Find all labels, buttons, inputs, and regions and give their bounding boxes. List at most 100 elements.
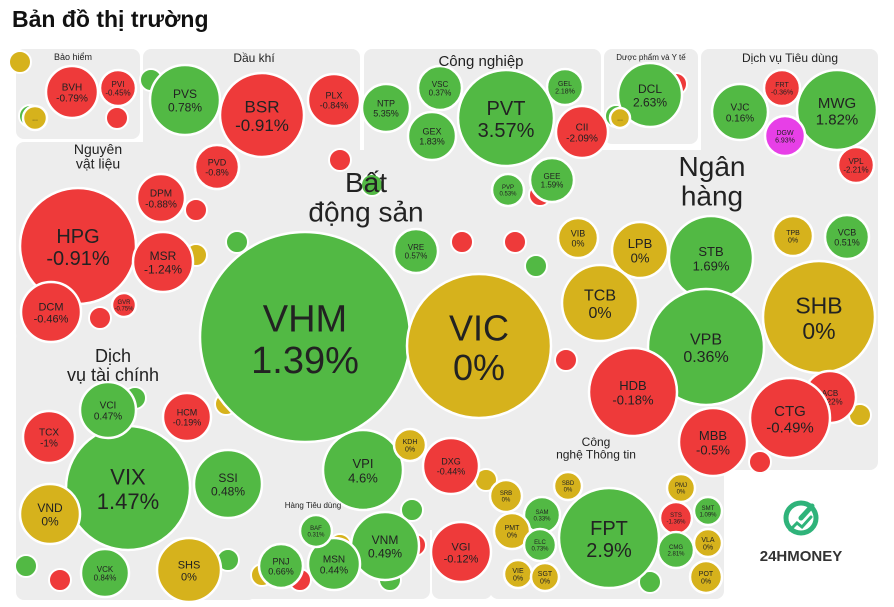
cell-hdb[interactable] xyxy=(587,346,679,438)
cell-msn[interactable] xyxy=(306,536,362,592)
cell-frt[interactable] xyxy=(762,68,802,108)
cell-vcb[interactable] xyxy=(823,213,871,261)
cell-bsr[interactable] xyxy=(218,71,306,159)
cell-kdh[interactable] xyxy=(392,427,428,463)
change-vpl: -2.21% xyxy=(843,166,868,175)
cell-fpt[interactable] xyxy=(557,486,661,590)
ticker-bsr: BSR xyxy=(245,97,280,116)
cell-ctg[interactable] xyxy=(748,376,832,460)
cell-lpb[interactable] xyxy=(610,220,670,280)
change-bsr: -0.91% xyxy=(235,116,289,135)
cell-vjc[interactable] xyxy=(710,82,770,142)
cell-gex[interactable] xyxy=(406,110,458,162)
change-vic: 0% xyxy=(453,347,505,388)
change-cii: -2.09% xyxy=(566,134,598,145)
change-dcl: 2.63% xyxy=(633,95,667,109)
ticker-vix: VIX xyxy=(110,465,146,490)
change-tcx: -1% xyxy=(40,439,58,450)
change-dxg: -0.44% xyxy=(437,467,466,477)
cell-plx[interactable] xyxy=(306,72,362,128)
cell-ntp[interactable] xyxy=(360,82,412,134)
ticker-pvp: PVP xyxy=(502,185,514,191)
cell-vsc[interactable] xyxy=(416,64,464,112)
ticker-vpb: VPB xyxy=(690,332,722,349)
cell-pvi[interactable] xyxy=(98,68,138,108)
cell-mbb[interactable] xyxy=(677,406,749,478)
change-pvp: 0.53% xyxy=(499,192,517,198)
cell-tcx[interactable] xyxy=(21,409,77,465)
cell-vci[interactable] xyxy=(78,380,138,440)
cell-vpl[interactable] xyxy=(836,145,876,185)
ticker-elc: ELC xyxy=(534,540,546,546)
cell-pvp[interactable] xyxy=(490,172,526,208)
cell-vnd[interactable] xyxy=(18,482,82,546)
change-vie: 0% xyxy=(513,576,523,583)
cell-hcm[interactable] xyxy=(161,391,213,443)
cell-pvs[interactable] xyxy=(148,63,222,137)
cell-dcl[interactable] xyxy=(616,61,684,129)
cell-elc[interactable] xyxy=(522,527,558,563)
cell-mwg[interactable] xyxy=(795,68,879,152)
cell-vic[interactable] xyxy=(405,272,553,420)
cell-dgw[interactable] xyxy=(763,114,807,158)
cell-pvd[interactable] xyxy=(193,143,241,191)
cell-vpb[interactable] xyxy=(646,287,766,407)
ticker-gel: GEL xyxy=(558,81,572,88)
cell-dpm[interactable] xyxy=(135,172,187,224)
ticker-kdh: KDH xyxy=(403,439,418,446)
change-sts: -1.36% xyxy=(666,520,686,526)
cell-vck[interactable] xyxy=(79,547,131,599)
cell-pvt[interactable] xyxy=(456,68,556,168)
cell-gel[interactable] xyxy=(545,67,585,107)
ticker-lpb: LPB xyxy=(628,236,653,251)
cell-sgt[interactable] xyxy=(529,561,561,593)
change-mwg: 1.82% xyxy=(816,111,859,128)
cell-bvh[interactable] xyxy=(44,64,100,120)
change-tpb: 0% xyxy=(788,238,798,245)
change-sbd: 0% xyxy=(564,488,573,494)
cell-baf[interactable] xyxy=(298,513,334,549)
cell-dxg[interactable] xyxy=(421,436,481,496)
change-acb: -0.22% xyxy=(817,398,842,407)
ticker-smt: SMT xyxy=(702,506,715,512)
change-shb: 0% xyxy=(802,318,835,344)
cell-srb[interactable] xyxy=(488,478,524,514)
ticker-cmg: CMG xyxy=(669,545,683,551)
cell-smt[interactable] xyxy=(692,495,724,527)
page-title: Bản đồ thị trường xyxy=(12,6,209,32)
cell-vib[interactable] xyxy=(556,216,600,260)
cell-vpi[interactable] xyxy=(321,428,405,512)
cell-vla[interactable] xyxy=(692,527,724,559)
24hmoney-logo-icon xyxy=(783,500,819,536)
cell-pot[interactable] xyxy=(688,559,724,595)
cell-gee[interactable] xyxy=(528,156,576,204)
cell-tcb[interactable] xyxy=(560,263,640,343)
ticker-acb: ACB xyxy=(822,389,838,398)
change-vsc: 0.37% xyxy=(429,89,452,98)
cell-sbd[interactable] xyxy=(552,470,584,502)
cell-cii[interactable] xyxy=(554,104,610,160)
cell-vre[interactable] xyxy=(392,227,440,275)
ticker-pmj: PMJ xyxy=(675,483,687,489)
cell-more[interactable] xyxy=(608,106,632,130)
sector-label: Dược phẩm và Y tế xyxy=(616,53,686,62)
cell-msr[interactable] xyxy=(131,230,195,294)
ticker-stb: STB xyxy=(698,244,723,259)
cell-more[interactable] xyxy=(21,104,49,132)
change-sam: 0.33% xyxy=(533,517,551,523)
change-vgi: -0.12% xyxy=(444,553,479,565)
sector-label: Bất động sản xyxy=(308,167,423,227)
cell-ssi[interactable] xyxy=(192,448,264,520)
change-vck: 0.84% xyxy=(94,574,117,583)
ticker-mbb: MBB xyxy=(699,428,727,443)
ticker-vib: VIB xyxy=(571,229,586,239)
cell-shs[interactable] xyxy=(155,536,223,604)
cell-gvr[interactable] xyxy=(110,291,138,319)
cell-tpb[interactable] xyxy=(771,214,815,258)
cell-vgi[interactable] xyxy=(429,520,493,584)
cell-dcm[interactable] xyxy=(19,280,83,344)
change-kdh: 0% xyxy=(405,447,415,454)
ticker-vic: VIC xyxy=(449,308,509,349)
cell-cmg[interactable] xyxy=(656,530,696,570)
cell-pnj[interactable] xyxy=(257,542,305,590)
